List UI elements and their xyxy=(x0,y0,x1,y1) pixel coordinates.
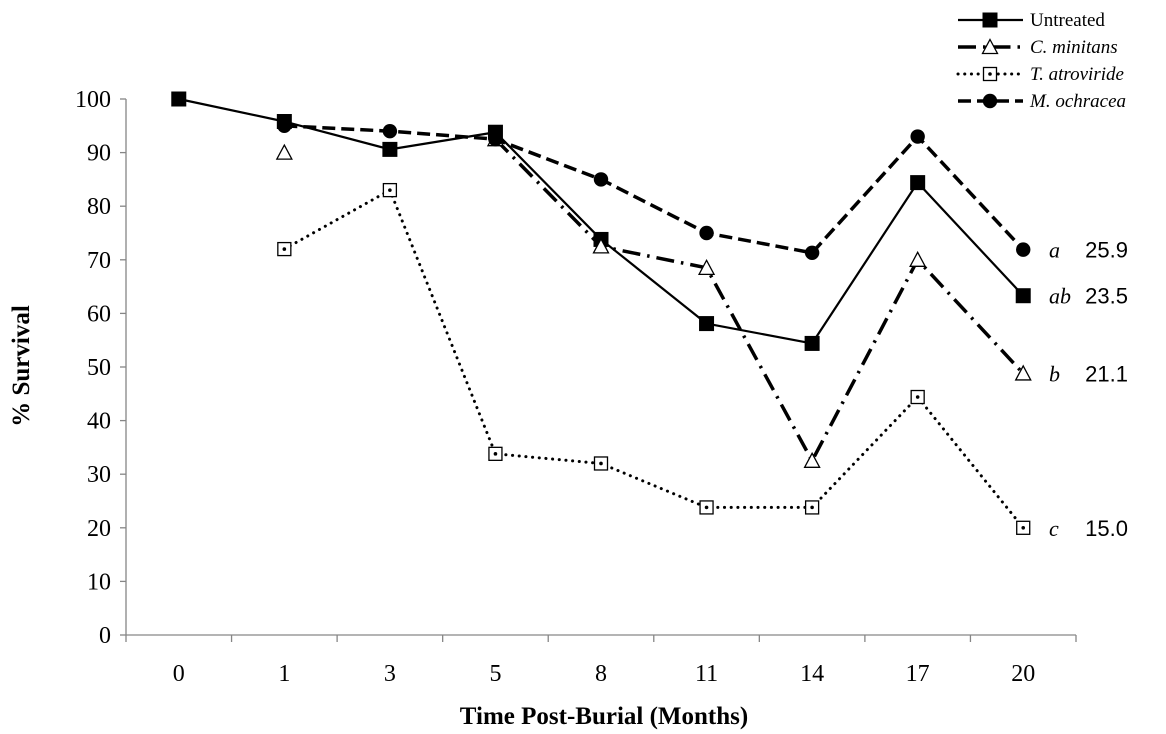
x-tick-label: 0 xyxy=(173,661,185,687)
legend-marker xyxy=(982,12,998,28)
data-point xyxy=(910,389,925,405)
data-point xyxy=(804,335,820,351)
annotation-value: 21.1 xyxy=(1085,361,1128,386)
y-tick-label: 60 xyxy=(87,301,111,327)
series-line xyxy=(282,188,1025,530)
x-tick-label: 17 xyxy=(906,661,930,687)
data-point xyxy=(1016,242,1031,257)
legend-label: M. ochracea xyxy=(1029,91,1126,112)
x-tick-label: 20 xyxy=(1011,661,1035,687)
annotation-value: 25.9 xyxy=(1085,238,1128,263)
legend-label: T. atroviride xyxy=(1030,64,1124,85)
x-tick-label: 14 xyxy=(800,661,824,687)
data-point xyxy=(909,251,926,267)
y-tick-label: 80 xyxy=(87,194,111,220)
data-point xyxy=(910,129,925,144)
y-tick-label: 20 xyxy=(87,516,111,542)
series-c-minitans xyxy=(276,131,1032,468)
data-point xyxy=(593,456,609,471)
data-point xyxy=(488,446,503,461)
annotation-value: 23.5 xyxy=(1085,284,1128,309)
annotation-value: 15.0 xyxy=(1085,516,1128,541)
x-tick-label: 1 xyxy=(278,661,290,687)
data-point xyxy=(1015,288,1031,304)
data-point xyxy=(699,225,714,241)
series-m-ochracea xyxy=(277,118,1031,261)
data-point xyxy=(593,172,609,187)
data-point xyxy=(910,175,926,191)
y-tick-label: 90 xyxy=(87,141,111,167)
y-tick-label: 50 xyxy=(87,355,111,381)
x-tick-label: 11 xyxy=(695,661,718,687)
legend-item-t-atroviride: T. atroviride xyxy=(956,64,1124,85)
data-point xyxy=(699,316,715,332)
significance-letter: a xyxy=(1049,238,1060,263)
x-axis-title: Time Post-Burial (Months) xyxy=(460,703,748,730)
data-point xyxy=(382,182,398,198)
axes: 0 10 20 30 40 50 60 70 80 90 100 0 1 3 5 8 11 14 17 20 xyxy=(75,87,1077,687)
series-line xyxy=(494,137,1025,463)
legend-item-m-ochracea: M. ochracea xyxy=(958,91,1126,112)
data-point xyxy=(171,91,187,107)
legend-label: Untreated xyxy=(1030,10,1105,31)
legend-item-c-minitans: C. minitans xyxy=(958,37,1118,58)
x-tick-label: 8 xyxy=(595,661,607,687)
significance-letter: c xyxy=(1049,516,1059,541)
data-point xyxy=(1015,365,1032,381)
legend-label: C. minitans xyxy=(1030,37,1118,58)
significance-letter: b xyxy=(1049,361,1060,386)
y-tick-label: 0 xyxy=(99,623,111,649)
y-tick-label: 70 xyxy=(87,248,111,274)
series-layer xyxy=(171,91,1032,535)
y-tick-label: 30 xyxy=(87,462,111,488)
data-point xyxy=(276,144,293,160)
series-line xyxy=(178,97,1025,345)
data-point xyxy=(382,141,398,157)
data-point xyxy=(699,500,714,515)
data-point xyxy=(277,241,292,257)
x-tick-label: 5 xyxy=(489,661,501,687)
y-axis-title: % Survival xyxy=(8,305,35,427)
data-point xyxy=(1016,520,1031,535)
series-untreated xyxy=(171,91,1031,351)
y-tick-label: 40 xyxy=(87,409,111,435)
legend: Untreated C. minitans T. atroviride M. ochr… xyxy=(956,10,1126,112)
x-tick-label: 3 xyxy=(384,661,396,687)
data-point xyxy=(382,123,398,139)
series-line xyxy=(284,124,1025,255)
data-point xyxy=(488,132,503,147)
legend-marker xyxy=(982,93,998,109)
annotations: a 25.9 ab 23.5 b 21.1 c 15.0 xyxy=(1049,238,1128,541)
y-tick-label: 100 xyxy=(75,87,111,113)
series-t-atroviride xyxy=(277,182,1031,535)
legend-marker xyxy=(982,66,998,82)
data-point xyxy=(804,500,820,515)
legend-item-untreated: Untreated xyxy=(958,10,1105,31)
data-point xyxy=(277,118,292,133)
y-tick-label: 10 xyxy=(87,569,111,595)
significance-letter: ab xyxy=(1049,284,1071,309)
data-point xyxy=(803,452,821,468)
data-point xyxy=(804,245,820,261)
